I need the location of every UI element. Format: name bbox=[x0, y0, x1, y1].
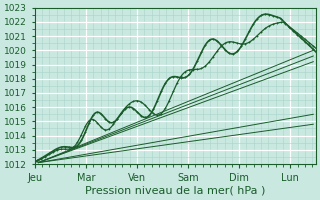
X-axis label: Pression niveau de la mer( hPa ): Pression niveau de la mer( hPa ) bbox=[85, 186, 266, 196]
